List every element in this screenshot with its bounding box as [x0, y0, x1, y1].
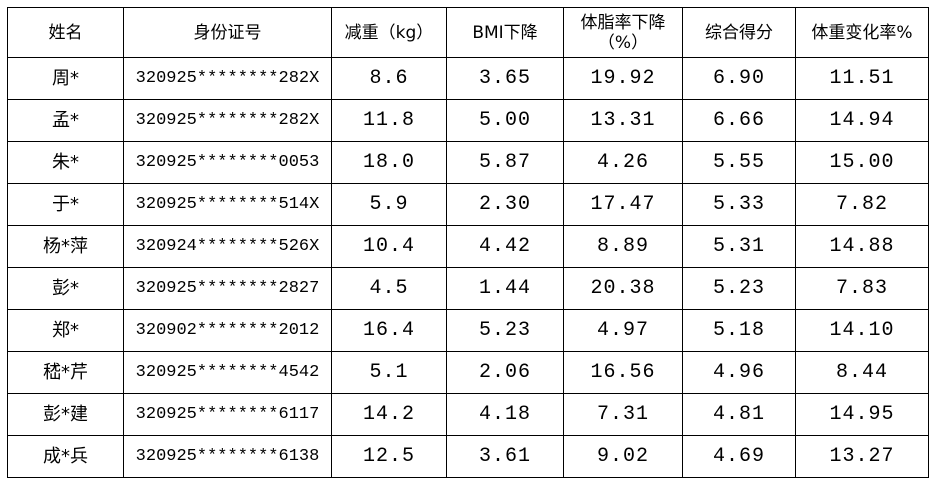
value-cell: 20.38 [563, 267, 683, 310]
value-cell: 8.44 [795, 351, 929, 394]
value-cell: 4.18 [446, 393, 564, 436]
value-cell: 5.23 [446, 309, 564, 352]
name-cell: 周* [7, 57, 124, 100]
id-cell: 320924********526X [123, 225, 332, 268]
header-cell: 减重（kg） [331, 7, 447, 58]
value-cell: 5.23 [682, 267, 796, 310]
value-cell: 14.88 [795, 225, 929, 268]
value-cell: 7.83 [795, 267, 929, 310]
header-cell: 姓名 [7, 7, 124, 58]
header-cell: 身份证号 [123, 7, 332, 58]
value-cell: 5.9 [331, 183, 447, 226]
id-cell: 320925********6138 [123, 435, 332, 478]
value-cell: 4.96 [682, 351, 796, 394]
value-cell: 7.82 [795, 183, 929, 226]
value-cell: 4.42 [446, 225, 564, 268]
header-cell: BMI下降 [446, 7, 564, 58]
data-row: 杨*萍 320924********526X 10.4 4.42 8.89 5.31 14.… [7, 225, 929, 268]
value-cell: 2.30 [446, 183, 564, 226]
value-cell: 11.51 [795, 57, 929, 100]
header-text: 体重变化率% [811, 22, 913, 43]
data-row: 于* 320925********514X 5.9 2.30 17.47 5.33 7.82 [7, 183, 929, 226]
header-row: 姓名 身份证号 减重（kg） BMI下降 体脂率下降（%） 综合得分 体重变化率% [7, 7, 929, 58]
header-cell: 体重变化率% [795, 7, 929, 58]
value-cell: 7.31 [563, 393, 683, 436]
value-cell: 4.97 [563, 309, 683, 352]
value-cell: 4.26 [563, 141, 683, 184]
header-cell: 综合得分 [682, 7, 796, 58]
value-cell: 5.33 [682, 183, 796, 226]
value-cell: 18.0 [331, 141, 447, 184]
value-cell: 5.87 [446, 141, 564, 184]
id-cell: 320925********282X [123, 99, 332, 142]
id-cell: 320902********2012 [123, 309, 332, 352]
value-cell: 6.66 [682, 99, 796, 142]
id-cell: 320925********0053 [123, 141, 332, 184]
value-cell: 4.69 [682, 435, 796, 478]
value-cell: 16.56 [563, 351, 683, 394]
value-cell: 2.06 [446, 351, 564, 394]
data-row: 周* 320925********282X 8.6 3.65 19.92 6.90 11.5… [7, 57, 929, 100]
name-cell: 郑* [7, 309, 124, 352]
value-cell: 6.90 [682, 57, 796, 100]
value-cell: 12.5 [331, 435, 447, 478]
value-cell: 5.31 [682, 225, 796, 268]
table-body: 姓名 身份证号 减重（kg） BMI下降 体脂率下降（%） 综合得分 体重变化率% 周* 320… [7, 7, 929, 478]
value-cell: 17.47 [563, 183, 683, 226]
name-cell: 于* [7, 183, 124, 226]
name-cell: 彭* [7, 267, 124, 310]
name-cell: 孟* [7, 99, 124, 142]
data-row: 朱* 320925********0053 18.0 5.87 4.26 5.55 15.0… [7, 141, 929, 184]
value-cell: 14.10 [795, 309, 929, 352]
value-cell: 14.2 [331, 393, 447, 436]
value-cell: 4.5 [331, 267, 447, 310]
value-cell: 15.00 [795, 141, 929, 184]
value-cell: 14.95 [795, 393, 929, 436]
header-cell: 体脂率下降（%） [563, 7, 683, 58]
value-cell: 14.94 [795, 99, 929, 142]
value-cell: 11.8 [331, 99, 447, 142]
value-cell: 19.92 [563, 57, 683, 100]
value-cell: 13.31 [563, 99, 683, 142]
value-cell: 8.89 [563, 225, 683, 268]
name-cell: 成*兵 [7, 435, 124, 478]
value-cell: 3.65 [446, 57, 564, 100]
header-text: 姓名 [48, 22, 83, 43]
name-cell: 彭*建 [7, 393, 124, 436]
value-cell: 5.1 [331, 351, 447, 394]
header-text: 体脂率下降（%） [580, 12, 666, 53]
id-cell: 320925********514X [123, 183, 332, 226]
id-cell: 320925********4542 [123, 351, 332, 394]
name-cell: 嵇*芹 [7, 351, 124, 394]
value-cell: 9.02 [563, 435, 683, 478]
header-text: BMI下降 [472, 22, 538, 43]
data-row: 彭*建 320925********6117 14.2 4.18 7.31 4.81 14.… [7, 393, 929, 436]
data-row: 成*兵 320925********6138 12.5 3.61 9.02 4.69 13.… [7, 435, 929, 478]
name-cell: 杨*萍 [7, 225, 124, 268]
value-cell: 3.61 [446, 435, 564, 478]
value-cell: 16.4 [331, 309, 447, 352]
data-row: 郑* 320902********2012 16.4 5.23 4.97 5.18 14.1… [7, 309, 929, 352]
name-cell: 朱* [7, 141, 124, 184]
value-cell: 5.55 [682, 141, 796, 184]
value-cell: 4.81 [682, 393, 796, 436]
value-cell: 5.00 [446, 99, 564, 142]
header-text: 身份证号 [193, 22, 262, 43]
id-cell: 320925********2827 [123, 267, 332, 310]
value-cell: 10.4 [331, 225, 447, 268]
id-cell: 320925********6117 [123, 393, 332, 436]
data-row: 嵇*芹 320925********4542 5.1 2.06 16.56 4.96 8.4… [7, 351, 929, 394]
value-cell: 1.44 [446, 267, 564, 310]
id-cell: 320925********282X [123, 57, 332, 100]
value-cell: 8.6 [331, 57, 447, 100]
data-row: 孟* 320925********282X 11.8 5.00 13.31 6.66 14.… [7, 99, 929, 142]
header-text: 综合得分 [705, 22, 773, 43]
header-text: 减重（kg） [344, 22, 434, 43]
value-cell: 13.27 [795, 435, 929, 478]
value-cell: 5.18 [682, 309, 796, 352]
data-row: 彭* 320925********2827 4.5 1.44 20.38 5.23 7.83 [7, 267, 929, 310]
score-table: 姓名 身份证号 减重（kg） BMI下降 体脂率下降（%） 综合得分 体重变化率% 周* 320… [7, 7, 929, 478]
